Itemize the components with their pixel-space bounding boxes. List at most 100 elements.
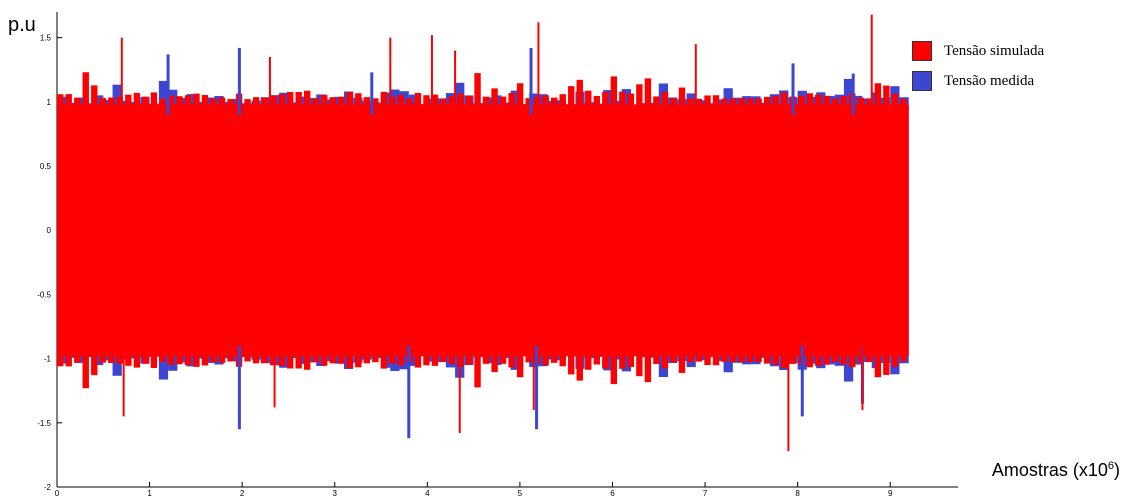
simulated-voltage-block bbox=[780, 92, 788, 369]
simulated-voltage-block bbox=[840, 96, 847, 365]
simulated-voltage-block bbox=[414, 92, 422, 368]
simulated-voltage-block bbox=[167, 95, 175, 365]
simulated-voltage-block bbox=[201, 95, 209, 366]
legend-swatch-medida bbox=[912, 71, 932, 91]
legend-item-simulada: Tensão simulada bbox=[912, 40, 1044, 62]
simulated-voltage-block bbox=[269, 95, 277, 365]
simulated-voltage-block bbox=[525, 98, 532, 363]
simulated-voltage-block bbox=[798, 95, 805, 365]
simulated-voltage-block bbox=[602, 91, 609, 369]
measured-dip bbox=[535, 345, 539, 430]
x-tick-label: 3 bbox=[333, 489, 338, 497]
simulated-voltage-block bbox=[661, 91, 669, 369]
legend-label-simulada: Tensão simulada bbox=[944, 42, 1045, 59]
simulated-voltage-block bbox=[363, 97, 371, 364]
simulated-voltage-block bbox=[738, 98, 745, 363]
simulated-voltage-block bbox=[670, 98, 677, 363]
simulated-voltage-block bbox=[210, 98, 217, 362]
simulated-voltage-block bbox=[849, 93, 856, 368]
simulated-voltage-block bbox=[321, 94, 328, 366]
measured-peak bbox=[791, 63, 795, 115]
simulated-voltage-block bbox=[721, 98, 728, 362]
simulated-voltage-block bbox=[763, 96, 771, 364]
simulated-voltage-block bbox=[184, 95, 192, 366]
simulated-voltage-block bbox=[474, 73, 481, 388]
x-tick-label: 0 bbox=[55, 489, 60, 497]
simulated-voltage-block bbox=[380, 91, 388, 369]
simulated-voltage-block bbox=[789, 96, 796, 364]
simulated-voltage-block bbox=[559, 94, 566, 367]
simulated-voltage-block bbox=[619, 91, 626, 369]
simulated-voltage-block bbox=[406, 98, 413, 363]
simulated-voltage-block bbox=[499, 96, 507, 364]
simulated-voltage-block bbox=[304, 90, 311, 370]
simulated-voltage-block bbox=[312, 98, 319, 363]
y-tick-label: -2 bbox=[44, 483, 52, 492]
simulated-voltage-block bbox=[346, 92, 353, 369]
simulated-voltage-block bbox=[755, 98, 762, 362]
simulated-dip bbox=[122, 345, 125, 417]
y-axis-label: p.u bbox=[8, 14, 36, 36]
simulated-voltage-block bbox=[516, 83, 524, 378]
simulated-voltage-block bbox=[832, 98, 839, 363]
simulated-voltage-block bbox=[133, 92, 141, 368]
x-tick-label: 1 bbox=[147, 489, 152, 497]
simulated-peak bbox=[454, 50, 457, 115]
x-tick-label: 9 bbox=[888, 489, 893, 497]
simulated-voltage-block bbox=[159, 98, 166, 362]
x-tick-label: 5 bbox=[518, 489, 523, 497]
simulated-voltage-block bbox=[389, 96, 396, 364]
x-tick-label: 4 bbox=[425, 489, 430, 497]
simulated-voltage-block bbox=[746, 98, 754, 363]
simulated-voltage-block bbox=[125, 94, 132, 366]
simulated-voltage-block bbox=[729, 98, 737, 362]
x-axis-label-exponent: 6 bbox=[1107, 460, 1114, 472]
simulated-voltage-block bbox=[235, 93, 243, 367]
simulated-peak bbox=[430, 35, 433, 115]
simulated-dip bbox=[532, 345, 535, 410]
simulated-voltage-block bbox=[457, 93, 464, 367]
simulated-peak bbox=[389, 37, 392, 115]
measured-peak bbox=[237, 47, 241, 115]
simulated-voltage-block bbox=[678, 87, 686, 373]
measured-peak bbox=[529, 47, 533, 115]
simulated-voltage-block bbox=[252, 97, 260, 364]
simulated-voltage-block bbox=[857, 97, 865, 363]
simulated-dip bbox=[273, 345, 276, 408]
simulated-voltage-block bbox=[542, 95, 549, 366]
simulated-voltage-block bbox=[823, 95, 830, 365]
simulated-voltage-block bbox=[772, 95, 779, 365]
simulated-voltage-block bbox=[610, 76, 618, 385]
y-tick-label: 0.5 bbox=[40, 162, 52, 171]
plot-area bbox=[57, 14, 909, 452]
simulated-peak bbox=[694, 44, 697, 115]
legend: Tensão simulada Tensão medida bbox=[912, 40, 1044, 100]
simulated-voltage-block bbox=[900, 99, 907, 362]
simulated-voltage-block bbox=[448, 96, 456, 365]
simulated-voltage-block bbox=[687, 98, 694, 363]
simulated-voltage-block bbox=[866, 98, 873, 362]
legend-item-medida: Tensão medida bbox=[912, 70, 1044, 92]
simulated-voltage-block bbox=[431, 94, 439, 366]
simulated-voltage-block bbox=[150, 92, 158, 369]
simulated-peak bbox=[537, 22, 540, 115]
y-tick-label: -1.5 bbox=[37, 419, 51, 428]
simulated-peak bbox=[120, 37, 123, 115]
simulated-voltage-block bbox=[533, 96, 541, 364]
simulated-voltage-block bbox=[712, 95, 720, 366]
simulated-voltage-block bbox=[593, 95, 600, 365]
simulated-voltage-block bbox=[82, 72, 89, 389]
simulated-peak bbox=[268, 56, 271, 115]
simulated-voltage-block bbox=[338, 96, 345, 364]
simulated-voltage-block bbox=[227, 99, 234, 362]
simulated-voltage-block bbox=[482, 96, 490, 364]
y-tick-label: 1 bbox=[47, 98, 52, 107]
simulated-voltage-block bbox=[644, 78, 652, 383]
simulated-voltage-block bbox=[278, 94, 285, 367]
simulated-voltage-block bbox=[627, 93, 635, 367]
simulated-voltage-block bbox=[695, 98, 703, 362]
simulated-dip bbox=[787, 345, 790, 452]
simulated-voltage-block bbox=[295, 92, 302, 369]
measured-dip bbox=[237, 345, 241, 430]
x-tick-label: 8 bbox=[795, 489, 800, 497]
